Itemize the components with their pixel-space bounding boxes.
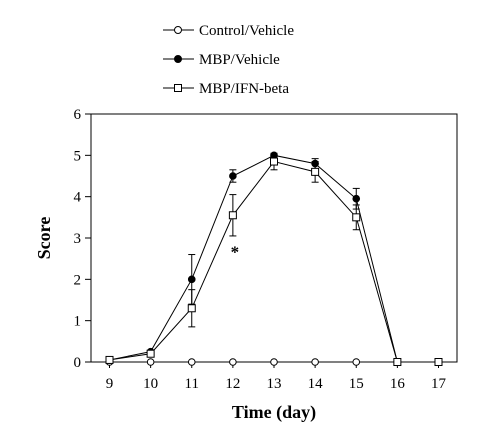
data-point-open-circle	[270, 358, 278, 366]
legend-item-control: Control/Vehicle	[163, 23, 294, 39]
data-point-filled-circle	[352, 194, 361, 203]
data-point-square	[393, 358, 402, 366]
data-point-open-circle	[311, 358, 319, 366]
data-point-filled-circle	[187, 275, 196, 284]
y-tick-label: 2	[74, 272, 82, 288]
y-tick-label: 3	[74, 231, 82, 247]
series-line-2	[109, 154, 439, 363]
x-tick-label: 12	[225, 376, 240, 392]
legend-label-mbp-ifn-beta: MBP/IFN-beta	[199, 81, 289, 97]
data-point-square	[434, 358, 443, 366]
data-point-open-circle	[146, 358, 155, 366]
y-tick-label: 0	[74, 355, 82, 371]
x-axis-title: Time (day)	[232, 402, 316, 423]
x-tick-label: 11	[185, 376, 199, 392]
legend-label-control: Control/Vehicle	[199, 23, 294, 39]
legend-marker-open-square	[174, 84, 182, 92]
y-axis-title: Score	[34, 217, 54, 260]
x-tick-label: 13	[267, 376, 282, 392]
significance-annotation: *	[231, 242, 240, 261]
x-tick-label: 14	[308, 376, 324, 392]
data-point-square	[187, 304, 196, 313]
legend: Control/Vehicle MBP/Vehicle MBP/IFN-beta	[163, 23, 294, 97]
x-tick-label: 9	[106, 376, 114, 392]
data-point-square	[228, 211, 237, 220]
x-tick-label: 10	[143, 376, 158, 392]
y-tick-label: 1	[74, 314, 82, 330]
legend-marker-open-circle	[174, 26, 182, 34]
y-tick-label: 5	[74, 148, 82, 164]
series-line-3	[109, 160, 439, 363]
legend-marker-filled-circle	[174, 55, 182, 63]
series-layer: *	[105, 151, 443, 366]
legend-item-mbp-vehicle: MBP/Vehicle	[163, 52, 280, 68]
data-point-open-circle	[229, 358, 237, 366]
data-point-square	[311, 167, 320, 176]
x-tick-label: 17	[431, 376, 447, 392]
legend-label-mbp-vehicle: MBP/Vehicle	[199, 52, 280, 68]
x-tick-label: 15	[349, 376, 364, 392]
data-point-open-circle	[352, 358, 361, 366]
data-point-square	[146, 349, 155, 358]
data-point-square	[270, 157, 278, 166]
data-point-filled-circle	[311, 159, 319, 168]
x-tick-label: 16	[390, 376, 406, 392]
legend-item-mbp-ifn-beta: MBP/IFN-beta	[163, 81, 289, 97]
plot-frame	[90, 113, 458, 363]
data-point-open-circle	[187, 358, 196, 366]
data-point-square	[105, 355, 114, 364]
y-tick-label: 4	[74, 190, 82, 206]
data-point-square	[352, 213, 361, 222]
y-tick-label: 6	[74, 107, 82, 123]
data-point-filled-circle	[229, 172, 237, 180]
